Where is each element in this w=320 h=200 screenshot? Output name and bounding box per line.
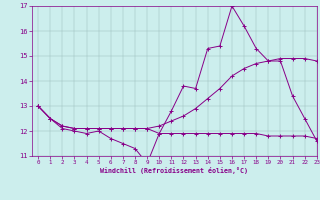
- X-axis label: Windchill (Refroidissement éolien,°C): Windchill (Refroidissement éolien,°C): [100, 167, 248, 174]
